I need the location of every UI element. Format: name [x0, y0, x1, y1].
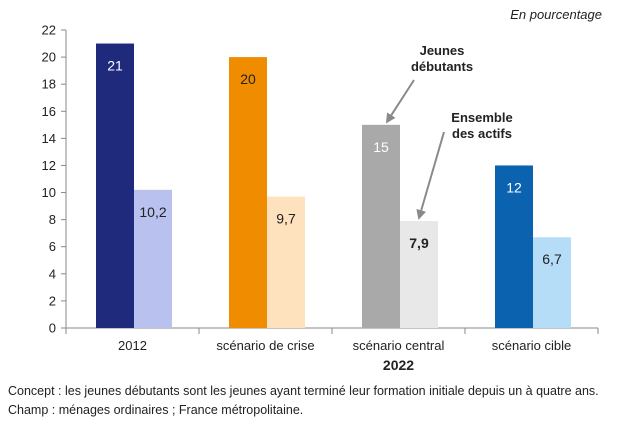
- annotation-arrow: [385, 79, 415, 124]
- bar-jeunes: [229, 57, 267, 328]
- y-tick-label: 14: [42, 131, 56, 146]
- bar-value-label: 7,9: [409, 235, 429, 251]
- y-tick-label: 8: [49, 212, 56, 227]
- bar-value-label: 21: [107, 58, 123, 74]
- x-category-label: 2012: [118, 338, 147, 353]
- bar-value-label: 15: [373, 139, 389, 155]
- bar-value-label: 20: [240, 71, 256, 87]
- x-category-label: scénario de crise: [216, 338, 314, 353]
- annotation-line: Ensemble: [451, 110, 512, 125]
- x-category-label: scénario central: [353, 338, 445, 353]
- chart: En pourcentage 02468101214161820222110,2…: [42, 7, 602, 373]
- bar-jeunes: [362, 124, 400, 329]
- bar-ensemble: [400, 220, 438, 328]
- bar-jeunes: [495, 165, 533, 328]
- annotation-line: Jeunes: [420, 43, 465, 58]
- y-tick-label: 10: [42, 185, 56, 200]
- x-category-label: scénario cible: [492, 338, 572, 353]
- footnote-concept: Concept : les jeunes débutants sont les …: [8, 384, 599, 398]
- bar-value-label: 6,7: [542, 251, 562, 267]
- y-tick-label: 22: [42, 23, 56, 38]
- footnote-champ: Champ : ménages ordinaires ; France métr…: [8, 403, 304, 417]
- annotation-label: Ensemble des actifs: [451, 110, 512, 141]
- y-tick-label: 2: [49, 293, 56, 308]
- bar-value-label: 12: [506, 179, 522, 195]
- bar-ensemble: [267, 196, 305, 328]
- y-tick-label: 0: [49, 321, 56, 336]
- bar-ensemble: [533, 237, 571, 328]
- annotation-arrow: [416, 131, 445, 220]
- x-group-label: 2022: [383, 357, 414, 373]
- y-tick-label: 18: [42, 77, 56, 92]
- unit-note: En pourcentage: [510, 7, 602, 22]
- y-tick-label: 12: [42, 158, 56, 173]
- y-tick-label: 6: [49, 239, 56, 254]
- bar-value-label: 9,7: [276, 211, 296, 227]
- bar-jeunes: [96, 43, 134, 328]
- y-tick-label: 16: [42, 104, 56, 119]
- y-tick-label: 20: [42, 50, 56, 65]
- y-tick-label: 4: [49, 266, 56, 281]
- bar-ensemble: [134, 189, 172, 328]
- annotation-label: Jeunes débutants: [411, 43, 473, 74]
- bar-value-label: 10,2: [139, 204, 166, 220]
- annotation-line: des actifs: [452, 126, 512, 141]
- plot-area: 02468101214161820222110,22012209,7scénar…: [42, 23, 599, 373]
- annotation-line: débutants: [411, 59, 473, 74]
